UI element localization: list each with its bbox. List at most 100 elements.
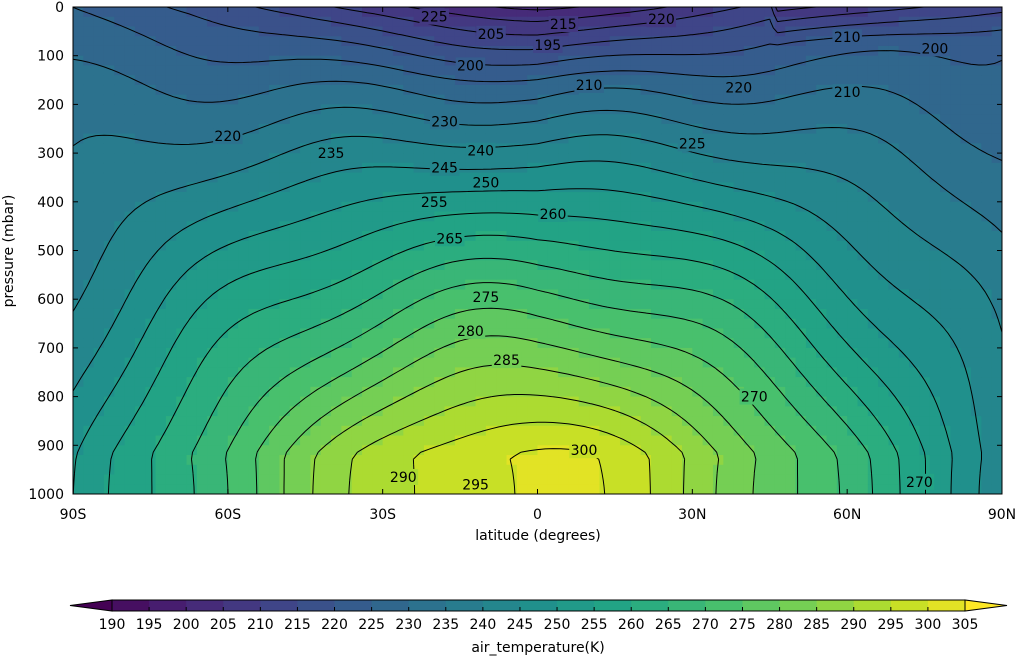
field-cell bbox=[176, 240, 188, 252]
field-cell bbox=[950, 133, 962, 144]
field-cell bbox=[640, 94, 652, 105]
field-cell bbox=[929, 192, 941, 203]
field-cell bbox=[589, 26, 601, 37]
field-cell bbox=[134, 406, 146, 417]
field-cell bbox=[217, 377, 229, 388]
field-cell bbox=[279, 16, 291, 28]
field-cell bbox=[785, 299, 797, 310]
field-cell bbox=[568, 104, 580, 115]
field-cell bbox=[93, 182, 105, 193]
contour-label-bg bbox=[677, 135, 708, 152]
field-cell bbox=[867, 153, 879, 164]
field-cell bbox=[227, 464, 239, 476]
field-cell bbox=[516, 435, 528, 446]
field-cell bbox=[836, 65, 848, 76]
field-cell bbox=[609, 308, 621, 320]
field-cell bbox=[351, 114, 363, 125]
field-cell bbox=[392, 114, 404, 125]
field-cell bbox=[743, 299, 755, 310]
field-cell bbox=[124, 211, 136, 222]
field-cell bbox=[991, 114, 1002, 125]
field-cell bbox=[93, 250, 105, 261]
field-cell bbox=[196, 7, 208, 18]
field-cell bbox=[712, 133, 724, 144]
field-cell bbox=[805, 7, 817, 18]
field-cell bbox=[382, 75, 394, 86]
field-cell bbox=[950, 231, 962, 242]
field-cell bbox=[743, 318, 755, 330]
field-cell bbox=[310, 318, 322, 330]
field-cell bbox=[919, 328, 931, 339]
field-cell bbox=[227, 318, 239, 330]
field-cell bbox=[971, 162, 982, 174]
field-cell bbox=[785, 211, 797, 222]
field-cell bbox=[599, 16, 611, 28]
y-tick-label: 300 bbox=[37, 146, 64, 162]
field-cell bbox=[857, 201, 869, 213]
field-cell bbox=[362, 435, 373, 446]
field-cell bbox=[640, 377, 652, 388]
field-cell bbox=[145, 211, 157, 222]
field-cell bbox=[878, 75, 890, 86]
field-cell bbox=[940, 182, 951, 193]
field-cell bbox=[712, 464, 724, 476]
field-cell bbox=[176, 455, 188, 466]
field-cell bbox=[764, 474, 776, 485]
field-cell bbox=[465, 114, 477, 125]
field-cell bbox=[351, 221, 363, 232]
field-cell bbox=[382, 16, 394, 28]
field-cell bbox=[630, 347, 642, 359]
field-cell bbox=[238, 143, 250, 154]
field-cell bbox=[186, 114, 198, 125]
field-cell bbox=[919, 347, 931, 359]
field-cell bbox=[176, 435, 188, 446]
field-cell bbox=[568, 260, 580, 271]
field-cell bbox=[444, 464, 456, 476]
field-cell bbox=[537, 250, 549, 261]
field-cell bbox=[878, 240, 890, 252]
field-cell bbox=[589, 328, 601, 339]
field-cell bbox=[186, 396, 198, 407]
field-cell bbox=[909, 357, 921, 368]
field-cell bbox=[258, 260, 270, 271]
field-cell bbox=[826, 75, 838, 86]
field-cell bbox=[940, 26, 951, 37]
field-cell bbox=[547, 75, 559, 86]
field-cell bbox=[73, 425, 84, 437]
field-cell bbox=[919, 338, 931, 349]
field-cell bbox=[599, 386, 611, 398]
field-cell bbox=[971, 75, 982, 86]
field-cell bbox=[671, 16, 683, 28]
field-cell bbox=[475, 425, 487, 437]
field-cell bbox=[558, 308, 570, 320]
field-cell bbox=[609, 45, 621, 57]
field-cell bbox=[640, 45, 652, 57]
field-cell bbox=[300, 104, 312, 115]
field-cell bbox=[165, 377, 177, 388]
field-cell bbox=[661, 445, 673, 456]
field-cell bbox=[878, 153, 890, 164]
field-cell bbox=[867, 308, 879, 320]
field-cell bbox=[898, 455, 910, 466]
field-cell bbox=[258, 231, 270, 242]
field-cell bbox=[124, 347, 136, 359]
field-cell bbox=[134, 279, 146, 291]
field-cell bbox=[485, 396, 497, 407]
field-cell bbox=[898, 464, 910, 476]
field-cell bbox=[475, 192, 487, 203]
field-cell bbox=[310, 308, 322, 320]
field-cell bbox=[434, 182, 446, 193]
field-cell bbox=[847, 65, 859, 76]
field-cell bbox=[847, 299, 859, 310]
field-cell bbox=[423, 289, 435, 300]
field-cell bbox=[909, 75, 921, 86]
field-cell bbox=[764, 211, 776, 222]
field-cell bbox=[589, 153, 601, 164]
field-cell bbox=[971, 406, 982, 417]
field-cell bbox=[454, 367, 466, 378]
field-cell bbox=[444, 308, 456, 320]
field-cell bbox=[857, 367, 869, 378]
field-cell bbox=[155, 240, 167, 252]
field-cell bbox=[630, 464, 642, 476]
field-cell bbox=[558, 328, 570, 339]
